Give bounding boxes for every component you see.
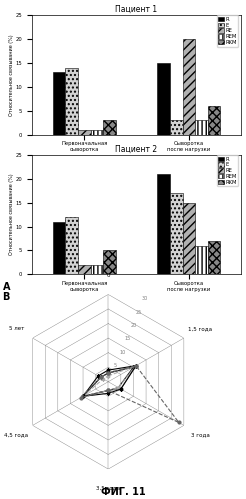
RE [117,385,120,391]
Line: RE: RE [82,364,137,398]
E [107,370,110,376]
RKM [107,370,110,376]
REM [107,367,110,373]
RE [107,373,110,379]
Bar [195,120,208,135]
RKM [99,374,102,380]
RKM [107,370,110,376]
Legend: R, E, RE, REM, RKM: R, E, RE, REM, RKM [217,155,238,186]
R [119,386,122,392]
RE [107,373,110,379]
Bar [78,265,91,274]
Bar [103,120,116,135]
R [99,374,102,380]
RE [135,363,138,369]
Bar [53,72,65,135]
E [107,388,110,394]
E [117,385,120,391]
Line: R: R [82,364,137,398]
Line: E: E [82,366,135,398]
Bar [195,246,208,274]
Bar [183,39,195,135]
Title: Пациент 2: Пациент 2 [115,145,158,154]
RE [82,393,85,399]
REM [107,390,110,396]
REM [119,386,122,392]
Bar [65,68,78,135]
Bar [91,130,103,135]
REM [135,363,138,369]
R [107,388,110,394]
R [135,363,138,369]
Y-axis label: Относительное связывание (%): Относительное связывание (%) [9,174,14,255]
Bar [208,241,220,274]
Text: A: A [2,282,10,292]
Bar [170,120,183,135]
E [132,364,135,370]
RKM [79,395,82,401]
Line: RKM: RKM [79,364,180,424]
REM [107,367,110,373]
R [107,370,110,376]
RKM [107,388,110,394]
Bar [208,106,220,135]
E [107,370,110,376]
R [107,370,110,376]
Bar [183,203,195,274]
Bar [65,217,78,274]
Bar [170,193,183,274]
Y-axis label: Относительное связывание (%): Относительное связывание (%) [9,34,14,116]
E [99,374,102,380]
REM [82,393,85,399]
Bar [78,130,91,135]
Legend: R, E, RE, REM, RKM: R, E, RE, REM, RKM [217,15,238,46]
R [82,393,85,399]
E [82,393,85,399]
RE [107,388,110,394]
Bar [91,265,103,274]
Bar [157,174,170,274]
Bar [157,63,170,135]
Text: ФИГ. 11: ФИГ. 11 [101,487,145,497]
Bar [103,250,116,274]
Line: REM: REM [82,364,137,398]
Text: B: B [2,292,10,302]
Bar [53,222,65,274]
RKM [135,363,138,369]
RE [102,376,105,382]
Title: Пациент 1: Пациент 1 [115,5,158,14]
RKM [177,420,180,426]
REM [97,373,100,379]
